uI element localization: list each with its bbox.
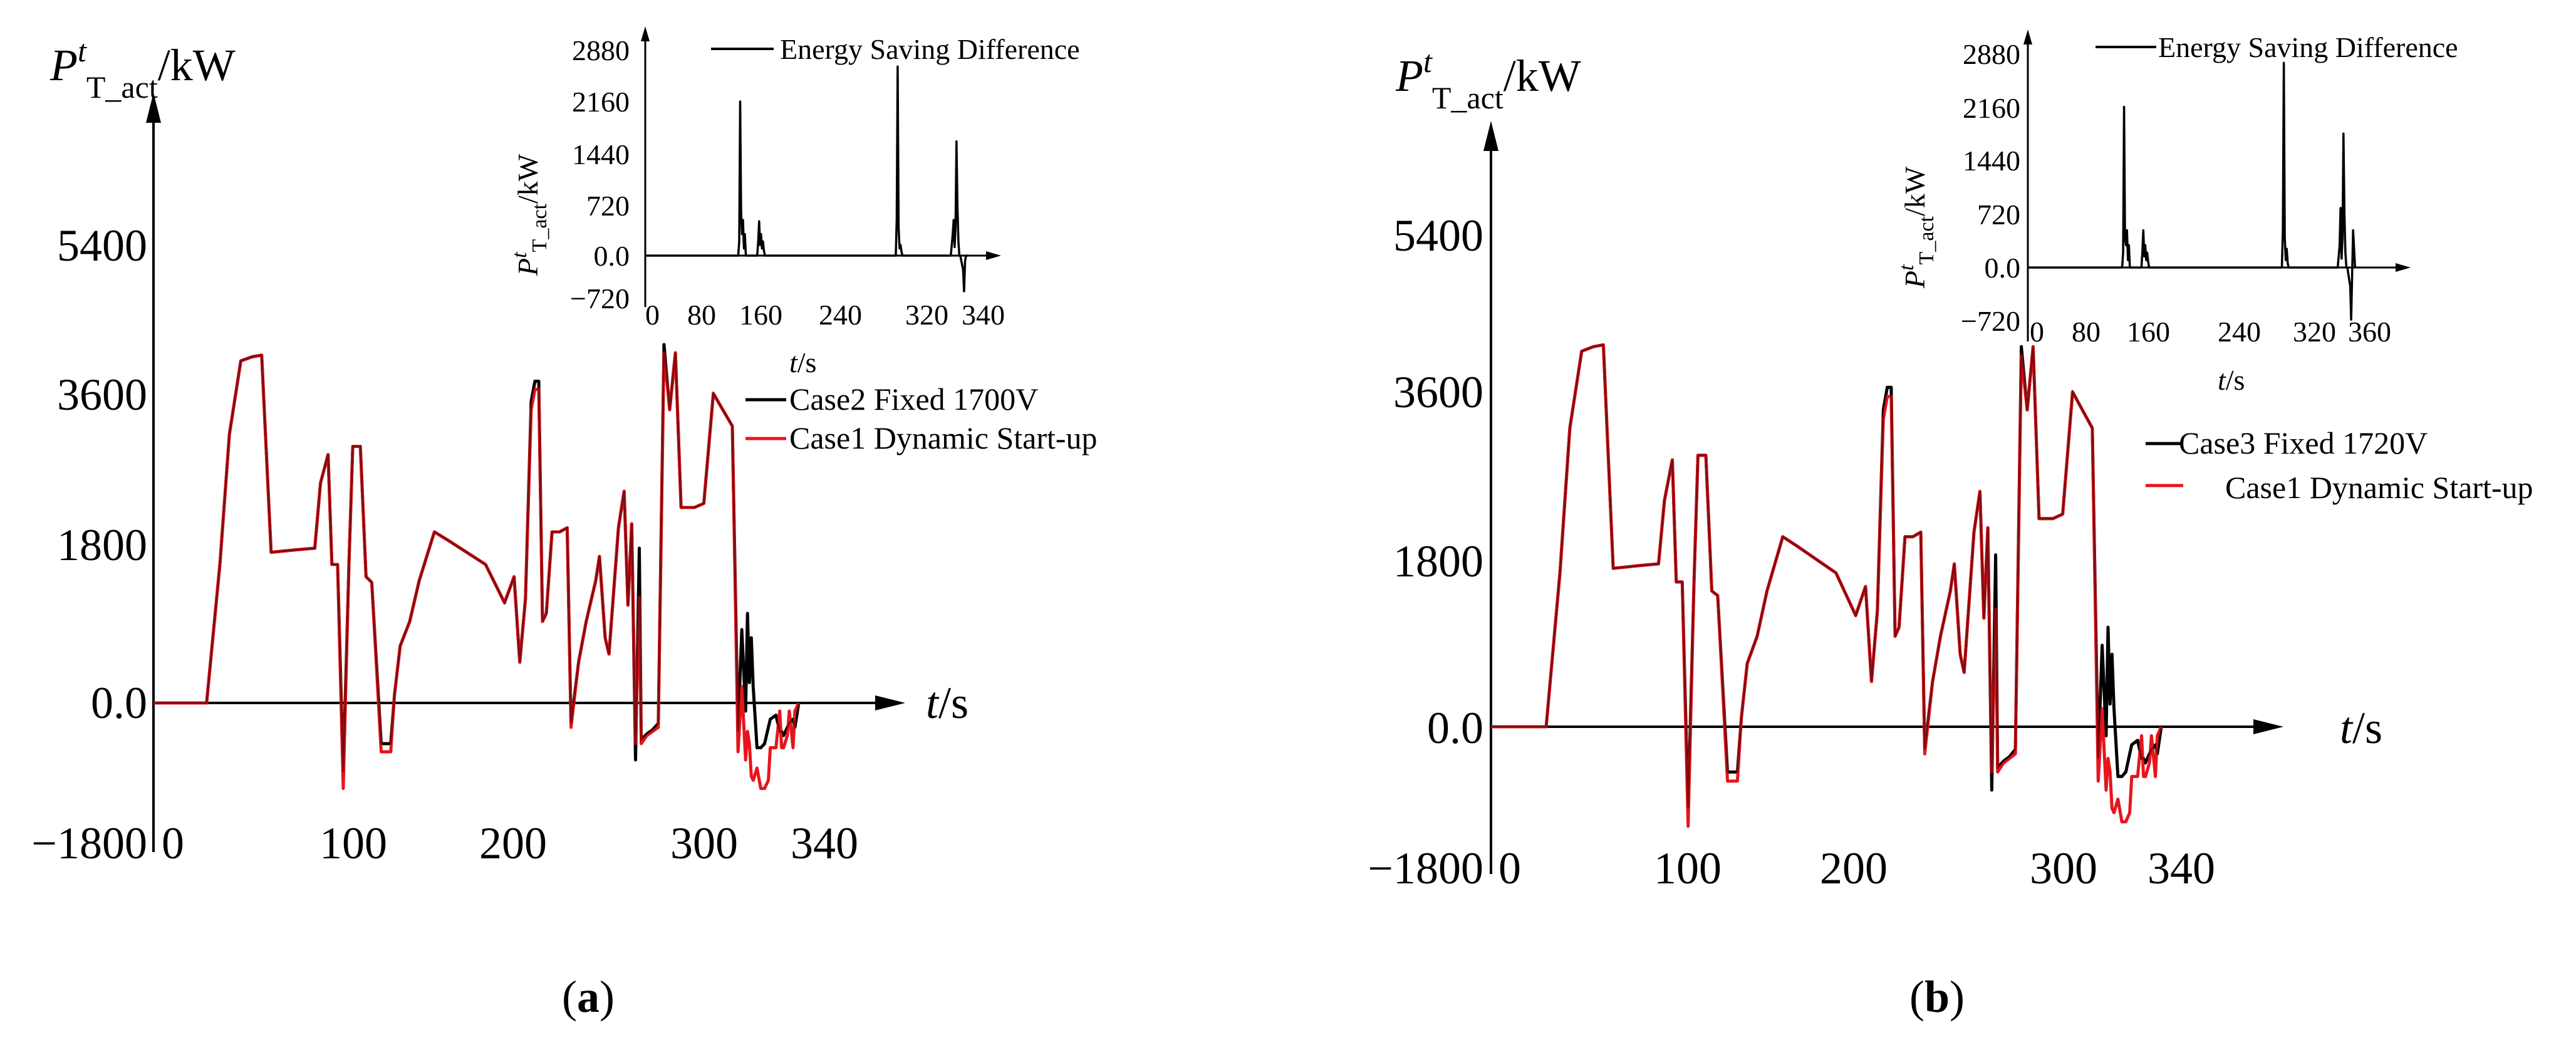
x-tick-label: 0	[1498, 843, 1521, 893]
legend-label-case1: Case1 Dynamic Start-up	[789, 420, 1098, 455]
legend-label-case2: Case2 Fixed 1700V	[789, 382, 1038, 417]
inset-x-tick: 340	[962, 299, 1005, 331]
y-axis	[146, 93, 161, 852]
inset-x-tick: 360	[2348, 316, 2391, 348]
inset-x-label: t/s	[2218, 364, 2245, 396]
x-axis-label: t/s	[2340, 703, 2382, 753]
inset-legend-label: Energy Saving Difference	[780, 33, 1080, 65]
inset-y-tick: 0.0	[594, 240, 630, 272]
x-axis-label: t/s	[926, 678, 969, 728]
inset-legend-label: Energy Saving Difference	[2158, 31, 2458, 63]
y-tick-label: 3600	[57, 370, 147, 420]
series-line-case1-dynamic-start-up	[153, 351, 801, 790]
inset-y-tick: −720	[570, 283, 630, 315]
inset-y-label: PtT_act/kW	[1895, 166, 1938, 289]
y-tick-label: 0.0	[1427, 703, 1483, 753]
x-axis-arrow	[875, 695, 905, 710]
panel-b: PtT_act/kW t/s 5400 3600 1800 0.0 −1800 …	[1368, 29, 2533, 1022]
legend: Case2 Fixed 1700V Case1 Dynamic Start-up	[745, 382, 1098, 455]
y-axis-arrow	[146, 93, 161, 123]
x-tick-label: 0	[162, 818, 184, 868]
inset-x-tick: 0	[2030, 316, 2044, 348]
x-tick-label: 300	[2030, 843, 2097, 893]
y-tick-label: 1800	[1393, 536, 1483, 586]
y-axis	[1483, 121, 1498, 874]
y-tick-label: 0.0	[91, 678, 147, 728]
inset-y-tick: 2880	[572, 34, 630, 66]
inset-y-tick: 0.0	[1985, 252, 2021, 284]
y-axis-label: PtT_act/kW	[49, 33, 236, 105]
inset-y-tick: 1440	[1963, 145, 2020, 177]
y-tick-label: 3600	[1393, 367, 1483, 417]
inset-x-tick: 240	[819, 299, 862, 331]
x-tick-label: 200	[1820, 843, 1888, 893]
inset-x-tick: 320	[2293, 316, 2336, 348]
series-line-energy-saving-difference	[645, 65, 968, 293]
inset-x-label: t/s	[789, 346, 816, 378]
series-overlay	[153, 344, 800, 772]
inset-x-tick: 320	[905, 299, 948, 331]
x-axis-arrow	[2253, 719, 2283, 734]
inset-y-tick: −720	[1961, 305, 2020, 337]
inset-y-tick: 720	[1977, 199, 2020, 231]
inset-x-tick: 80	[2072, 316, 2101, 348]
legend-label-case3: Case3 Fixed 1720V	[2179, 425, 2428, 460]
x-tick-label: 200	[479, 818, 547, 868]
y-tick-label: 5400	[57, 221, 147, 271]
plot-area	[153, 343, 801, 790]
x-tick-label: 340	[791, 818, 858, 868]
panel-a: PtT_act/kW t/s 5400 3600 1800 0.0 −1800 …	[31, 26, 1098, 1022]
inset-y-tick: 1440	[572, 138, 630, 170]
inset-y-arrow	[641, 26, 650, 41]
inset-x-tick: 160	[739, 299, 782, 331]
inset-plot-area	[645, 65, 968, 293]
series-line-case1-dynamic-start-up	[1491, 343, 2163, 828]
x-axis	[1491, 719, 2283, 734]
inset-y-tick: 2160	[1963, 92, 2020, 124]
series-line-energy-saving-difference	[2028, 61, 2357, 321]
inset-plot-area	[2028, 61, 2357, 321]
x-tick-label: 100	[1654, 843, 1722, 893]
x-tick-label: 100	[319, 818, 387, 868]
plot-area	[1491, 343, 2163, 828]
y-axis-label: PtT_act/kW	[1395, 44, 1581, 115]
inset-chart: 2880 2160 1440 720 0.0 −720 0 80 160 240…	[1895, 29, 2458, 396]
inset-x-tick: 80	[687, 299, 716, 331]
legend: Case3 Fixed 1720V Case1 Dynamic Start-up	[2146, 425, 2533, 505]
inset-x-tick: 160	[2127, 316, 2170, 348]
x-axis	[153, 695, 905, 710]
inset-x-arrow	[986, 251, 1001, 260]
y-tick-label: −1800	[1368, 843, 1483, 893]
inset-y-tick: 2160	[572, 86, 630, 118]
y-tick-label: −1800	[31, 818, 147, 868]
series-line-case3-fixed-1720v	[1491, 343, 2163, 810]
inset-x-tick: 240	[2218, 316, 2261, 348]
legend-label-case1: Case1 Dynamic Start-up	[2225, 470, 2533, 505]
inset-y-arrow	[2023, 29, 2032, 44]
series-overlay	[1491, 343, 2163, 809]
panel-caption: (b)	[1909, 972, 1965, 1022]
inset-y-tick: 720	[586, 190, 630, 222]
inset-y-tick: 2880	[1963, 38, 2020, 70]
inset-y-label: PtT_act/kW	[508, 153, 551, 276]
panel-caption: (a)	[562, 972, 615, 1022]
inset-x-arrow	[2396, 263, 2411, 272]
y-tick-label: 1800	[57, 520, 147, 570]
y-axis-arrow	[1483, 121, 1498, 151]
inset-chart: 2880 2160 1440 720 0.0 −720 0 80 160 240…	[508, 26, 1080, 378]
x-tick-label: 300	[670, 818, 738, 868]
y-tick-label: 5400	[1393, 211, 1483, 261]
inset-x-tick: 0	[645, 299, 660, 331]
x-tick-label: 340	[2148, 843, 2215, 893]
